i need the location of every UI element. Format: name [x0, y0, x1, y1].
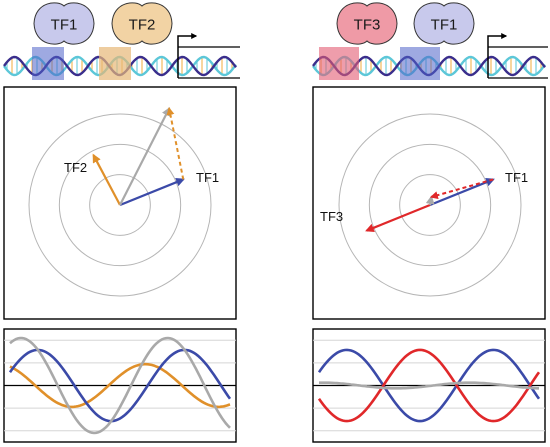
binding-site-tf2 — [99, 47, 131, 80]
tf3-vector — [365, 203, 431, 233]
sum-wave — [319, 381, 539, 390]
tf3-vector-label: TF3 — [320, 209, 343, 224]
tf1-vector-label: TF1 — [505, 170, 528, 185]
tf2-protein: TF2 — [111, 2, 173, 45]
panel-tf3-tf1: TF3 TF1 TF1 TF3 — [312, 2, 548, 443]
tf1-wave — [8, 348, 232, 423]
tf3-protein: TF3 — [336, 2, 398, 45]
binding-site-tf1 — [400, 47, 440, 80]
tf3-dashed-shift — [429, 178, 494, 200]
tf3-wave — [317, 348, 541, 423]
gene-body-lines — [488, 46, 548, 79]
sum-vector — [425, 195, 435, 206]
wave-plot — [3, 328, 237, 443]
gene-body-lines — [178, 46, 240, 79]
tf1-vector — [119, 177, 185, 207]
promoter-diagram: TF1 TF2 — [3, 2, 240, 80]
polar-grid-circles — [28, 113, 212, 297]
transcription-start-arrow — [487, 33, 508, 78]
tf2-wave — [9, 362, 231, 409]
wave-gridlines — [4, 339, 236, 432]
tf1-vector — [429, 177, 495, 207]
binding-site-tf1 — [32, 47, 64, 80]
polar-plot: TF1 TF3 — [312, 86, 546, 320]
transcription-start-arrow — [177, 33, 198, 78]
sum-vector — [119, 106, 171, 206]
tf1-protein-label: TF1 — [431, 17, 458, 34]
polar-grid-circles — [338, 113, 522, 297]
polar-frame — [312, 86, 546, 320]
wave-plot — [312, 328, 546, 443]
binding-site-tf3 — [319, 47, 359, 80]
tf1-protein: TF1 — [413, 2, 475, 45]
tf1-protein-label: TF1 — [51, 17, 78, 34]
tf1-vector-label: TF1 — [196, 170, 219, 185]
tf2-dashed-shift — [166, 106, 185, 180]
tf2-vector — [92, 153, 121, 206]
tf1-wave — [317, 348, 541, 423]
tf2-protein-label: TF2 — [129, 17, 156, 34]
tf3-protein-label: TF3 — [354, 17, 381, 34]
tf1-protein: TF1 — [33, 2, 95, 45]
panel-tf1-tf2: TF1 TF2 TF1 TF2 — [3, 2, 240, 443]
promoter-diagram: TF3 TF1 — [312, 2, 548, 80]
sum-wave — [9, 336, 231, 435]
polar-plot: TF1 TF2 — [3, 86, 237, 320]
tf2-vector-label: TF2 — [64, 160, 87, 175]
